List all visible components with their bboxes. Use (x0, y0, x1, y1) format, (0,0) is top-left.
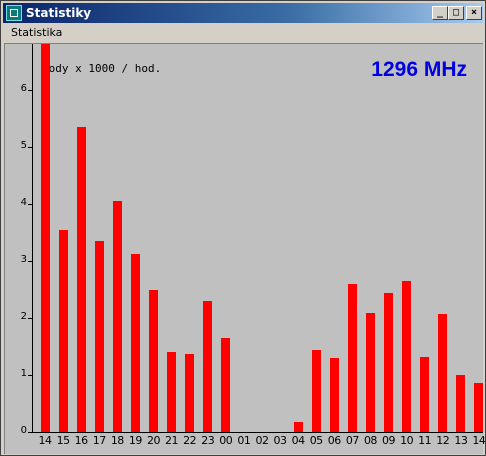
x-tick-label: 02 (255, 434, 269, 447)
y-tick-label: 4 (20, 197, 27, 208)
x-tick-label: 15 (56, 434, 71, 447)
bar-19 (130, 254, 140, 432)
bar-07 (347, 283, 357, 432)
y-tick-label: 0 (20, 425, 27, 436)
x-tick-label: 07 (345, 434, 360, 447)
bar-18 (112, 201, 122, 432)
x-tick-label: 19 (128, 434, 143, 447)
x-tick-label: 09 (382, 434, 396, 447)
bar-22 (185, 353, 195, 432)
x-tick-label: 22 (183, 434, 197, 447)
x-tick-label: 04 (291, 434, 306, 447)
x-tick-label: 16 (74, 434, 89, 447)
x-tick-label: 05 (309, 434, 324, 447)
x-tick-label: 17 (92, 434, 107, 447)
y-tick (28, 375, 32, 376)
x-tick-label: 13 (454, 434, 468, 447)
y-tick-label: 5 (20, 140, 27, 151)
y-tick (28, 90, 32, 91)
bar-10 (402, 280, 412, 432)
bar-20 (148, 289, 158, 432)
x-tick-label: 03 (273, 434, 288, 447)
menu-statistika[interactable]: Statistika (11, 26, 63, 39)
menu-bar: Statistika (3, 24, 483, 42)
bar-09 (384, 292, 394, 432)
x-tick-label: 10 (400, 434, 414, 447)
x-tick-label: 20 (146, 434, 161, 447)
x-tick-label: 00 (219, 434, 233, 447)
bar-08 (365, 313, 375, 432)
bar-05 (311, 349, 321, 432)
x-tick-label: 18 (110, 434, 125, 447)
y-tick-label: 2 (20, 311, 27, 322)
bar-04 (293, 421, 303, 432)
bar-21 (167, 352, 177, 432)
maximize-button[interactable]: □ (448, 6, 464, 20)
app-icon[interactable] (6, 5, 22, 21)
y-tick (28, 261, 32, 262)
bar-12 (438, 314, 448, 432)
bar-14 (474, 382, 484, 432)
bar-17 (94, 241, 104, 432)
y-tick (28, 204, 32, 205)
frequency-label: 1296 MHz (371, 58, 467, 81)
bar-14 (40, 44, 50, 432)
units-annotation: Body x 1000 / hod. (42, 62, 162, 75)
x-tick-label: 01 (237, 434, 251, 447)
y-tick-label: 6 (20, 83, 27, 94)
close-button[interactable]: × (466, 6, 482, 20)
y-tick (28, 432, 32, 433)
x-tick-label: 06 (327, 434, 342, 447)
bar-13 (456, 375, 466, 432)
bar-15 (58, 229, 68, 432)
minimize-button[interactable]: _ (432, 6, 448, 20)
chart-area: Body x 1000 / hod. 1296 MHz 0 1 2 3 4 5 6 14 15 1… (4, 43, 486, 454)
x-tick-label: 21 (165, 434, 179, 447)
x-tick-label: 12 (436, 434, 450, 447)
bar-23 (203, 300, 213, 432)
window-title: Statistiky (26, 6, 92, 20)
bar-06 (329, 357, 339, 432)
x-tick-label: 11 (418, 434, 432, 447)
x-tick-label: 14 (38, 434, 53, 447)
y-tick (28, 147, 32, 148)
y-axis (32, 44, 33, 433)
bar-00 (221, 337, 231, 432)
title-bar[interactable]: Statistiky _ □ × (3, 3, 483, 23)
x-tick-label: 14 (472, 434, 486, 447)
y-tick-label: 1 (20, 368, 27, 379)
x-tick-label: 08 (363, 434, 378, 447)
y-tick (28, 318, 32, 319)
bar-16 (76, 127, 86, 432)
y-tick-label: 3 (20, 254, 27, 265)
x-tick-label: 23 (201, 434, 215, 447)
bar-11 (420, 356, 430, 432)
x-axis (32, 432, 483, 433)
